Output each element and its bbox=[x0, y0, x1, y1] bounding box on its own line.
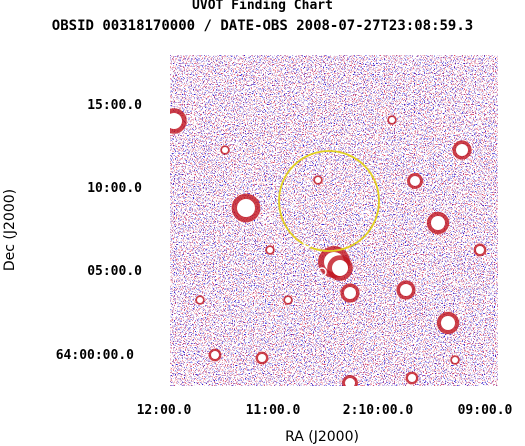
star bbox=[345, 378, 355, 386]
star bbox=[389, 117, 395, 123]
source-marker bbox=[303, 238, 313, 248]
star bbox=[237, 199, 255, 217]
sky-image bbox=[170, 55, 498, 386]
star bbox=[222, 147, 228, 153]
star bbox=[452, 357, 458, 363]
chart-subtitle: OBSID 00318170000 / DATE-OBS 2008-07-27T… bbox=[51, 18, 474, 34]
star bbox=[476, 246, 484, 254]
chart-title: UVOT Finding Chart bbox=[192, 0, 333, 13]
dec-tick-label: 15:00.0 bbox=[87, 98, 142, 113]
star-field bbox=[170, 108, 487, 386]
star bbox=[170, 113, 182, 129]
dec-tick-label: 10:00.0 bbox=[87, 181, 142, 196]
star bbox=[456, 144, 468, 156]
star bbox=[197, 297, 203, 303]
dec-tick-label: 64:00:00.0 bbox=[56, 348, 134, 363]
ra-tick-label: 09:00.0 bbox=[458, 403, 513, 418]
star bbox=[408, 374, 416, 382]
star bbox=[400, 284, 412, 296]
star bbox=[441, 316, 455, 330]
star bbox=[267, 247, 273, 253]
source-marker bbox=[317, 267, 327, 277]
star bbox=[344, 287, 356, 299]
star bbox=[410, 176, 420, 186]
star bbox=[315, 177, 321, 183]
x-axis-label: RA (J2000) bbox=[285, 429, 359, 445]
source-marker bbox=[361, 210, 371, 220]
star bbox=[258, 354, 266, 362]
star bbox=[431, 216, 445, 230]
source-marker bbox=[262, 214, 272, 224]
error-circle bbox=[278, 150, 380, 252]
star bbox=[211, 351, 219, 359]
star bbox=[332, 260, 348, 276]
ra-tick-label: 11:00.0 bbox=[246, 403, 301, 418]
source-markers bbox=[262, 210, 371, 277]
y-axis-label: Dec (J2000) bbox=[2, 189, 18, 271]
star bbox=[285, 297, 291, 303]
ra-tick-label: 12:00.0 bbox=[137, 403, 192, 418]
dec-tick-label: 05:00.0 bbox=[87, 264, 142, 279]
ra-tick-label: 2:10:00.0 bbox=[343, 403, 414, 418]
